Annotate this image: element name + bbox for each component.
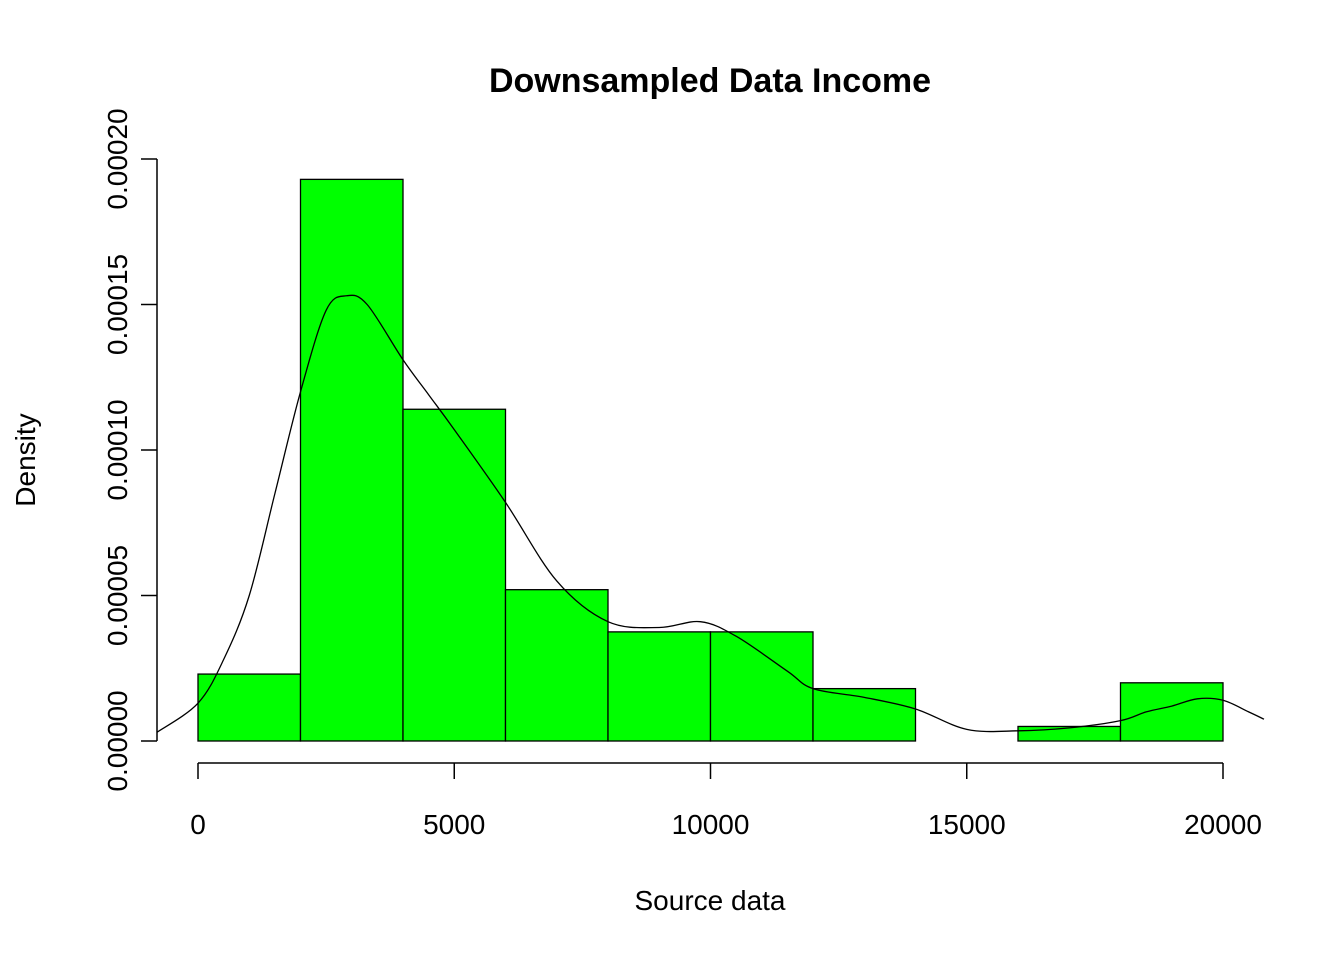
x-tick-label-1: 5000 (423, 809, 485, 840)
histogram-bar-5 (709, 631, 814, 742)
y-tick-label-2: 0.00010 (102, 399, 133, 500)
y-tick-label-3: 0.00015 (102, 254, 133, 355)
y-tick-label-4: 0.00020 (102, 108, 133, 209)
x-tick-label-4: 20000 (1184, 809, 1262, 840)
y-tick-label-0: 0.00000 (102, 690, 133, 791)
chart-title: Downsampled Data Income (489, 62, 931, 100)
histogram-bar-6 (812, 687, 917, 742)
y-tick-label-1: 0.00005 (102, 545, 133, 646)
histogram-bar-9 (1119, 682, 1224, 742)
x-tick-label-2: 10000 (672, 809, 750, 840)
y-axis-label: Density (10, 413, 41, 506)
histogram-bars (197, 178, 1224, 742)
x-tick-label-0: 0 (190, 809, 206, 840)
histogram-bar-4 (607, 631, 712, 742)
x-tick-label-3: 15000 (928, 809, 1006, 840)
x-axis: 0 5000 10000 15000 20000 (190, 762, 1262, 840)
density-curve (156, 294, 1265, 733)
histogram-bar-1 (299, 178, 404, 742)
histogram-bar-2 (402, 408, 507, 742)
x-axis-label: Source data (635, 885, 786, 916)
y-axis: 0.00000 0.00005 0.00010 0.00015 0.00020 (102, 108, 158, 792)
histogram-bar-0 (197, 673, 302, 742)
density-curve-layer (156, 294, 1265, 733)
histogram-bar-8 (1017, 725, 1122, 742)
histogram-bar-3 (504, 589, 609, 742)
